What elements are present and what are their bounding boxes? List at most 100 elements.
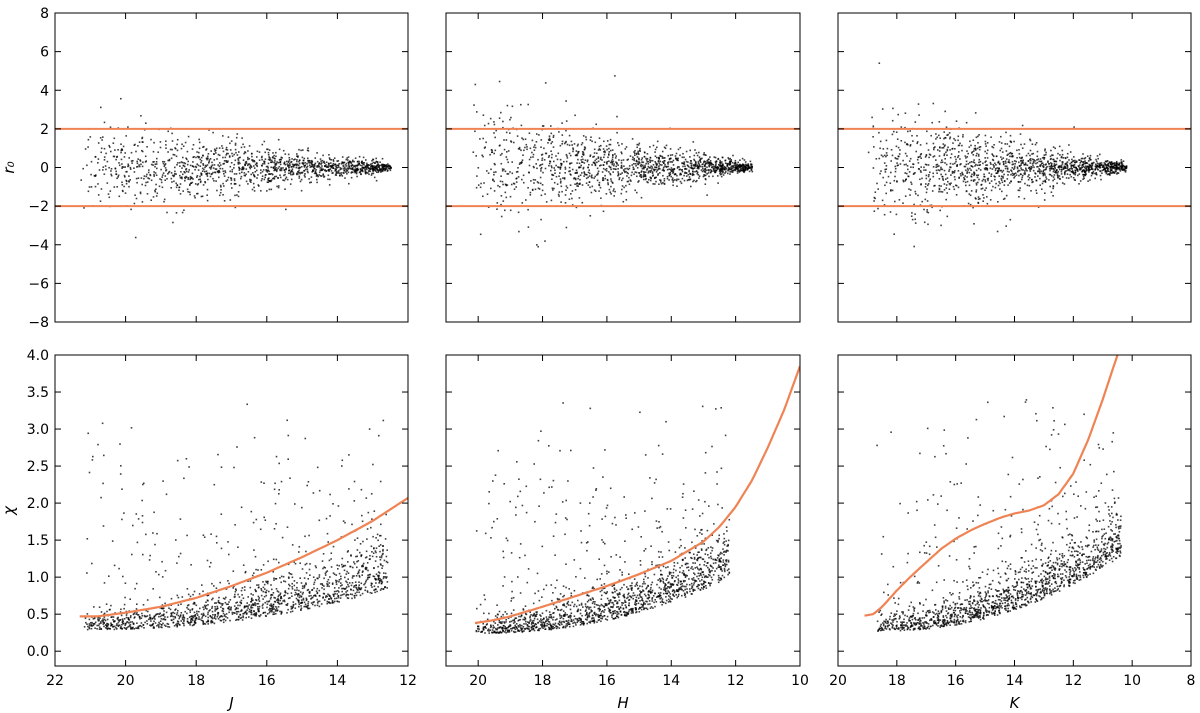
scatter-point [559,172,561,174]
scatter-point [916,158,919,161]
scatter-point [637,144,640,146]
scatter-point [1018,181,1020,183]
scatter-point [189,183,191,186]
scatter-point [230,162,233,164]
scatter-point [1072,166,1075,168]
scatter-point [1110,164,1112,167]
scatter-point [184,141,187,144]
scatter-point [744,166,746,169]
scatter-point [978,178,980,181]
scatter-point [376,167,378,170]
scatter-point [1004,197,1006,200]
scatter-point [192,603,195,605]
scatter-point [532,156,534,158]
scatter-point [243,586,246,588]
scatter-point [381,567,383,569]
scatter-point [271,173,274,176]
scatter-point [963,178,966,181]
scatter-point [239,601,241,603]
scatter-point [245,168,248,170]
scatter-point [502,126,504,129]
scatter-point [540,139,543,141]
scatter-point [197,192,199,195]
scatter-point [297,173,299,175]
scatter-point [362,166,364,169]
scatter-point [1057,170,1059,173]
scatter-point [940,224,942,227]
scatter-point [120,149,122,152]
scatter-point [991,153,993,155]
scatter-point [268,180,271,182]
scatter-point [477,167,480,169]
scatter-point [325,571,328,573]
scatter-point [640,165,643,168]
scatter-point [100,188,103,190]
scatter-point [355,586,357,589]
scatter-point [1032,169,1035,172]
scatter-point [1063,183,1066,185]
scatter-point [875,158,878,160]
scatter-point [1026,164,1029,166]
scatter-point [189,164,192,167]
scatter-point [1092,170,1095,173]
scatter-point [928,153,931,156]
scatter-point [505,131,508,134]
scatter-point [182,190,184,192]
scatter-point [492,178,494,181]
scatter-point [884,184,886,187]
scatter-point [309,160,311,162]
scatter-point [719,164,722,166]
scatter-point [898,153,901,155]
scatter-point [1028,166,1031,169]
scatter-point [247,163,250,165]
scatter-point [474,130,476,133]
scatter-point [254,614,256,617]
scatter-point [978,134,980,136]
scatter-point [621,188,623,191]
scatter-point [198,156,200,158]
scatter-point [231,187,233,189]
scatter-point [976,152,978,155]
scatter-point [990,136,992,138]
scatter-point [262,163,264,165]
scatter-point [234,206,237,209]
scatter-point [211,610,214,613]
scatter-point [569,170,571,172]
scatter-point [957,144,960,147]
scatter-point [361,164,363,167]
scatter-point [1037,175,1039,177]
scatter-point [950,166,952,169]
scatter-point [626,171,628,174]
scatter-point [638,142,641,145]
scatter-point [1022,162,1024,164]
scatter-point [972,179,975,181]
scatter-point [1042,166,1045,169]
scatter-point [368,164,371,166]
scatter-point [503,168,505,171]
scatter-point [136,160,138,163]
scatter-point [279,161,282,163]
scatter-point [296,159,298,161]
scatter-point [1083,177,1085,180]
scatter-point [133,171,136,173]
scatter-point [176,162,179,164]
scatter-point [942,147,945,149]
scatter-point [570,140,573,143]
scatter-point [741,164,743,167]
scatter-point [110,168,113,170]
scatter-point [1096,168,1099,170]
scatter-point [626,180,629,183]
scatter-point [249,164,252,167]
scatter-point [671,170,673,172]
scatter-point [244,611,247,614]
scatter-point [601,159,603,161]
scatter-point [1064,165,1067,168]
scatter-point [1078,183,1080,185]
scatter-point [653,169,655,172]
scatter-point [613,195,615,197]
scatter-point [606,178,609,181]
scatter-point [704,154,706,156]
scatter-point [498,145,501,147]
scatter-point [1055,172,1057,174]
scatter-point [1045,178,1048,180]
